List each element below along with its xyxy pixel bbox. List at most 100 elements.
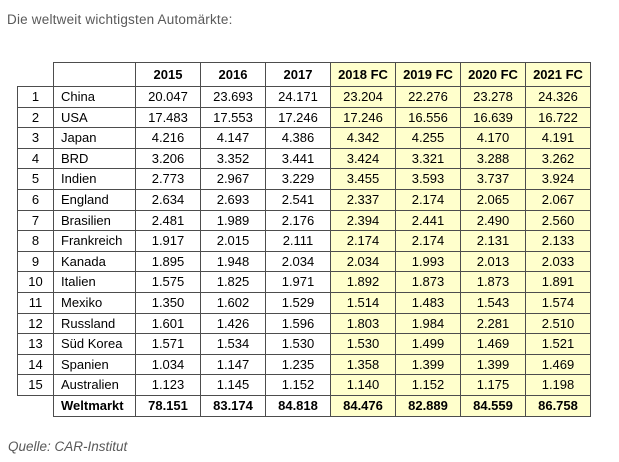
country-cell: BRD [53, 147, 136, 170]
value-cell: 1.571 [135, 333, 201, 355]
page-title: Die weltweit wichtigsten Automärkte: [7, 12, 233, 27]
value-cell: 1.235 [265, 353, 331, 376]
value-cell: 1.543 [460, 291, 526, 314]
value-cell: 1.521 [525, 333, 591, 355]
value-cell: 1.145 [200, 374, 266, 396]
total-row: Weltmarkt 78.151 83.174 84.818 84.476 82.889 8… [18, 394, 591, 417]
country-cell: Russland [53, 312, 136, 335]
rank-cell: 11 [17, 291, 54, 314]
country-cell: Mexiko [53, 291, 136, 314]
value-cell: 16.639 [460, 106, 526, 129]
table-row: 1 China 20.047 23.693 24.171 23.204 22.276 23.2… [17, 86, 591, 108]
corner-cell [18, 63, 54, 87]
value-cell: 3.288 [460, 147, 526, 170]
source-note: Quelle: CAR-Institut [8, 439, 128, 454]
value-cell: 2.174 [330, 230, 396, 252]
total-value-cell: 84.559 [460, 394, 526, 417]
value-cell: 17.483 [135, 106, 201, 129]
value-cell: 2.560 [525, 209, 591, 232]
value-cell: 2.634 [135, 188, 201, 211]
auto-markets-table: 2015 2016 2017 2018 FC 2019 FC 2020 FC 2… [17, 62, 591, 417]
value-cell: 1.198 [525, 374, 591, 396]
country-cell: Indien [53, 168, 136, 190]
country-cell: Australien [53, 374, 136, 396]
value-cell: 1.529 [265, 291, 331, 314]
value-cell: 2.441 [395, 209, 461, 232]
value-cell: 2.174 [395, 230, 461, 252]
col-header-2018fc: 2018 FC [330, 62, 396, 87]
value-cell: 4.170 [460, 127, 526, 149]
value-cell: 2.490 [460, 209, 526, 232]
col-header-2015: 2015 [135, 62, 201, 87]
value-cell: 1.483 [395, 291, 461, 314]
value-cell: 2.481 [135, 209, 201, 232]
country-cell: USA [53, 106, 136, 129]
rank-cell: 5 [17, 168, 54, 190]
value-cell: 23.693 [200, 86, 266, 108]
country-cell: Frankreich [53, 230, 136, 252]
rank-cell: 8 [17, 230, 54, 252]
value-cell: 2.176 [265, 209, 331, 232]
table-row: 10 Italien 1.575 1.825 1.971 1.892 1.873 1.873 1… [17, 271, 591, 293]
value-cell: 1.152 [265, 374, 331, 396]
value-cell: 1.534 [200, 333, 266, 355]
value-cell: 1.530 [330, 333, 396, 355]
col-header-2019fc: 2019 FC [395, 62, 461, 87]
value-cell: 1.989 [200, 209, 266, 232]
value-cell: 22.276 [395, 86, 461, 108]
value-cell: 16.556 [395, 106, 461, 129]
table-row: 13 Süd Korea 1.571 1.534 1.530 1.530 1.499 1.46… [17, 333, 591, 355]
rank-cell: 1 [17, 86, 54, 108]
value-cell: 2.967 [200, 168, 266, 190]
table-row: 7 Brasilien 2.481 1.989 2.176 2.394 2.441 2.490… [17, 209, 591, 232]
value-cell: 1.426 [200, 312, 266, 335]
value-cell: 1.469 [525, 353, 591, 376]
value-cell: 3.206 [135, 147, 201, 170]
value-cell: 2.065 [460, 188, 526, 211]
value-cell: 3.424 [330, 147, 396, 170]
value-cell: 1.596 [265, 312, 331, 335]
value-cell: 2.133 [525, 230, 591, 252]
rank-cell: 13 [17, 333, 54, 355]
country-cell: Süd Korea [53, 333, 136, 355]
value-cell: 4.342 [330, 127, 396, 149]
value-cell: 2.067 [525, 188, 591, 211]
table-row: 14 Spanien 1.034 1.147 1.235 1.358 1.399 1.399 1… [17, 353, 591, 376]
country-cell: Japan [53, 127, 136, 149]
value-cell: 1.350 [135, 291, 201, 314]
value-cell: 1.399 [460, 353, 526, 376]
value-cell: 2.013 [460, 250, 526, 273]
total-label-cell: Weltmarkt [53, 394, 136, 417]
rank-cell: 12 [17, 312, 54, 335]
value-cell: 3.229 [265, 168, 331, 190]
value-cell: 2.033 [525, 250, 591, 273]
value-cell: 4.255 [395, 127, 461, 149]
value-cell: 16.722 [525, 106, 591, 129]
country-cell: China [53, 86, 136, 108]
value-cell: 3.321 [395, 147, 461, 170]
rank-cell: 3 [17, 127, 54, 149]
table-row: 12 Russland 1.601 1.426 1.596 1.803 1.984 2.281… [17, 312, 591, 335]
value-cell: 23.278 [460, 86, 526, 108]
value-cell: 1.574 [525, 291, 591, 314]
value-cell: 2.693 [200, 188, 266, 211]
value-cell: 2.111 [265, 230, 331, 252]
value-cell: 1.514 [330, 291, 396, 314]
corner-cell [18, 395, 54, 416]
value-cell: 20.047 [135, 86, 201, 108]
table-row: 8 Frankreich 1.917 2.015 2.111 2.174 2.174 2.13… [17, 230, 591, 252]
country-cell: Kanada [53, 250, 136, 273]
value-cell: 3.262 [525, 147, 591, 170]
country-cell: Spanien [53, 353, 136, 376]
value-cell: 1.892 [330, 271, 396, 293]
value-cell: 1.140 [330, 374, 396, 396]
rank-cell: 7 [17, 209, 54, 232]
value-cell: 2.773 [135, 168, 201, 190]
value-cell: 4.191 [525, 127, 591, 149]
country-cell: Italien [53, 271, 136, 293]
value-cell: 17.246 [330, 106, 396, 129]
value-cell: 1.891 [525, 271, 591, 293]
value-cell: 2.337 [330, 188, 396, 211]
value-cell: 1.601 [135, 312, 201, 335]
rank-cell: 6 [17, 188, 54, 211]
